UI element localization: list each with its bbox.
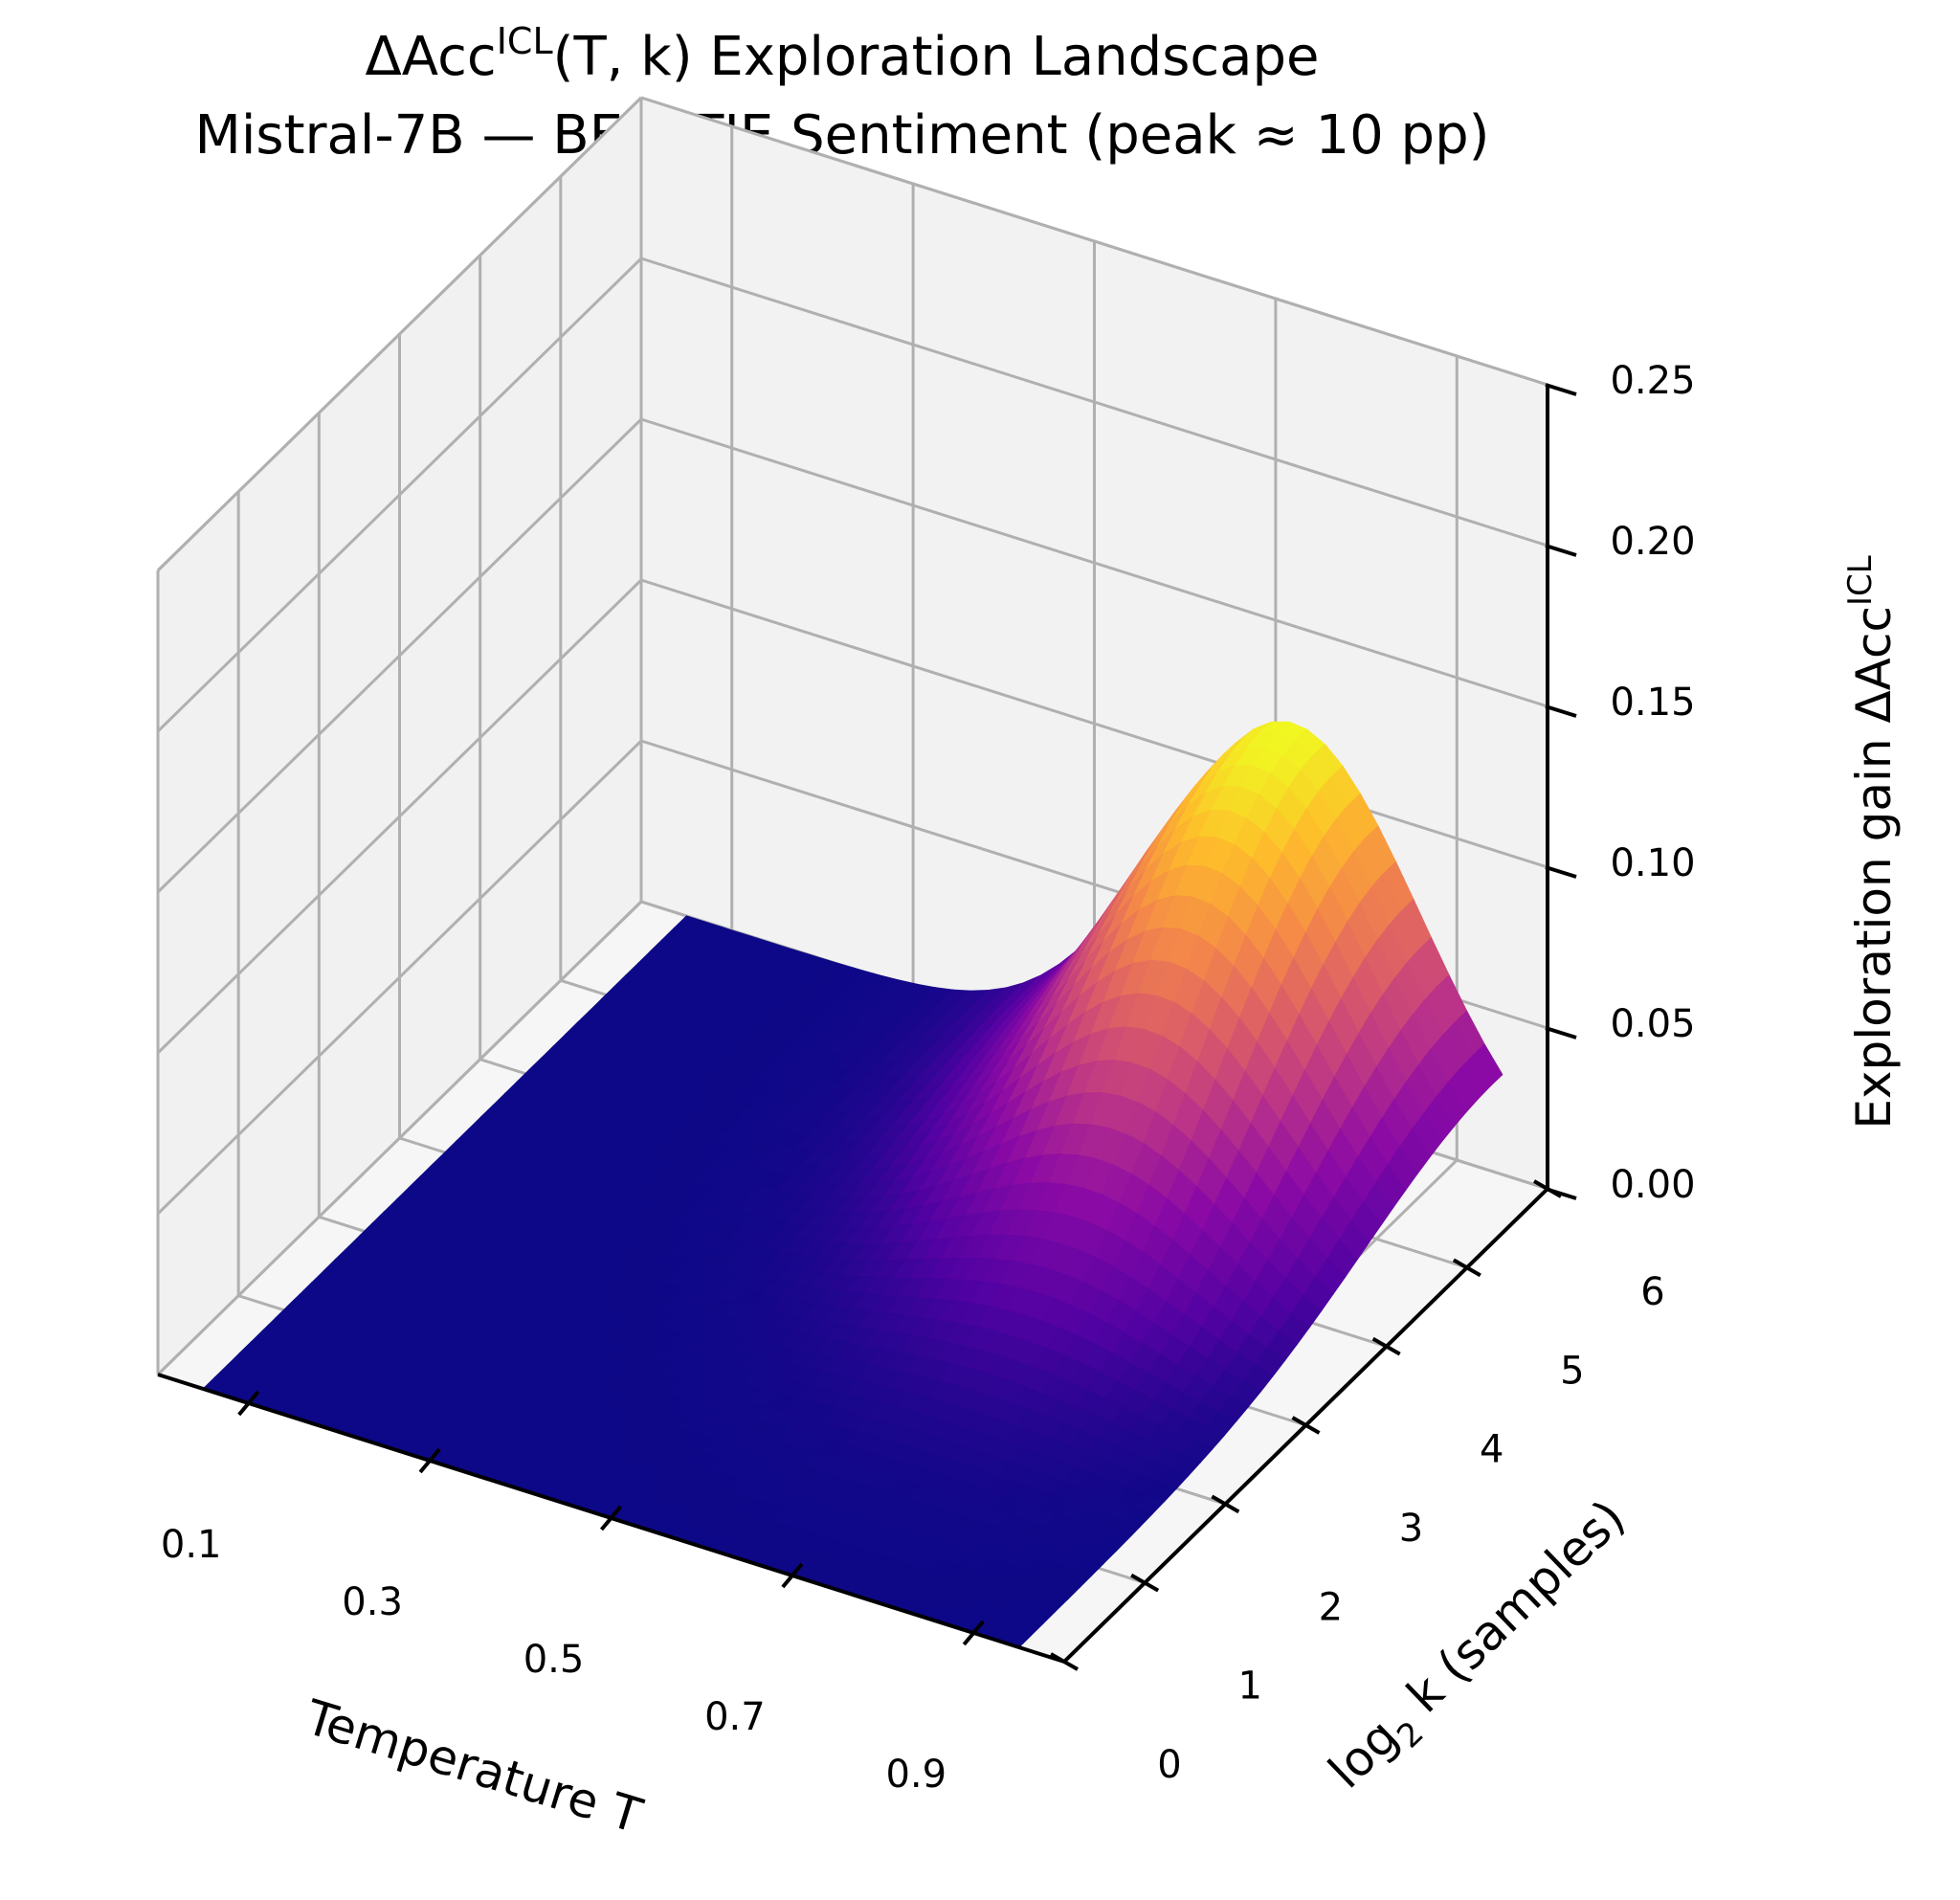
z-tick-label: 0.10 [1610,841,1695,885]
z-tick-label: 0.15 [1610,681,1695,725]
z-tick-mark [1545,704,1577,718]
y-tick-label: 4 [1480,1428,1503,1472]
x-tick-label: 0.5 [523,1638,585,1682]
x-tick-label: 0.9 [885,1753,947,1797]
y-tick-label: 0 [1157,1743,1181,1787]
y-tick-label: 3 [1399,1507,1423,1551]
x-tick-mark [418,1447,441,1474]
y-tick-mark [1371,1336,1401,1356]
tick-labels: 0.1 0.3 0.5 0.7 0.9 0 1 2 3 4 5 6 0.00 0.05 0.10 0.15 0.… [161,359,1696,1797]
z-tick-mark [1545,383,1577,396]
y-tick-mark [1291,1416,1321,1435]
x-tick-mark [781,1562,804,1589]
title-superscript: ICL [497,20,553,62]
x-axis-label: Temperature T [299,1689,649,1844]
chart-title: ΔAccICL(T, k) Exploration Landscape [365,20,1319,88]
y-tick-label: 1 [1237,1665,1261,1709]
z-tick-label: 0.05 [1610,1002,1695,1046]
y-tick-mark [1452,1258,1481,1278]
x-tick-mark [599,1505,623,1531]
z-axis-label: Exploration gain ΔAccICL [1841,555,1902,1129]
y-tick-label: 2 [1319,1585,1343,1629]
z-tick-mark [1545,544,1577,557]
z-tick-label: 0.25 [1610,359,1695,403]
chart-subtitle: Mistral-7B — BESSTIE Sentiment (peak ≈ 1… [195,104,1490,167]
y-tick-mark [1130,1573,1160,1593]
x-tick-mark [962,1620,985,1646]
x-tick-label: 0.3 [342,1580,403,1624]
z-tick-mark [1545,1187,1577,1200]
z-tick-mark [1545,865,1577,879]
y-tick-label: 5 [1560,1349,1584,1393]
y-tick-mark [1211,1494,1240,1514]
y-axis-label: log2 k (samples) [1318,1489,1643,1806]
axes-lines [157,383,1577,1671]
surface-mesh [202,721,1503,1648]
z-tick-label: 0.20 [1610,520,1695,564]
z-label-superscript: ICL [1841,555,1880,606]
z-tick-label: 0.00 [1610,1163,1695,1207]
z-tick-mark [1545,1026,1577,1039]
y-tick-label: 6 [1640,1270,1664,1314]
x-tick-label: 0.7 [704,1695,766,1739]
x-tick-mark [237,1390,260,1417]
x-tick-label: 0.1 [161,1523,222,1567]
y-tick-mark [1050,1652,1079,1671]
